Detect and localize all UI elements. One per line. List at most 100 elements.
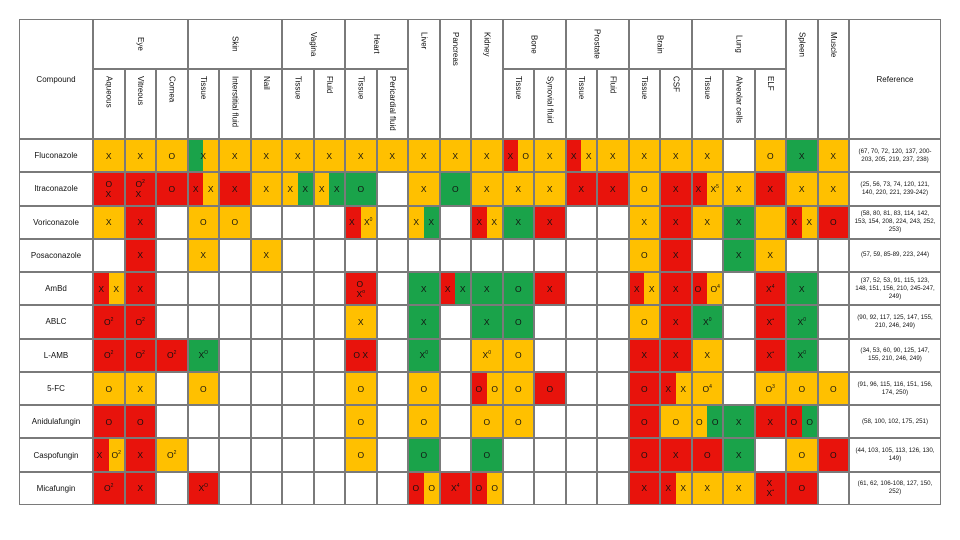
cell-split-fill [203, 140, 218, 172]
table-cell: X [534, 172, 566, 206]
compound-name-label: Fluconazole [34, 151, 78, 161]
table-cell: O [345, 371, 377, 406]
penetration-mark: O O [475, 383, 498, 394]
penetration-mark: O Xo [356, 278, 365, 299]
penetration-mark: X [704, 217, 711, 228]
table-cell: X [408, 139, 440, 173]
penetration-mark: X0 [482, 350, 491, 361]
table-cell: X0 [408, 338, 440, 372]
table-cell: X [439, 139, 471, 173]
penetration-mark: X [704, 350, 711, 361]
reference-cell: (25, 56, 73, 74, 120, 121, 140, 220, 221… [849, 172, 941, 206]
table-cell [156, 471, 188, 505]
table-cell: X [660, 305, 692, 339]
penetration-mark: X [263, 150, 270, 161]
reference-text: (61, 62, 106-108, 127, 150, 252) [857, 480, 933, 496]
table-cell [250, 272, 282, 306]
penetration-mark: X [515, 217, 522, 228]
cell-split-fill [644, 273, 659, 305]
penetration-mark: X [546, 183, 553, 194]
sub-header-label: Tissue [198, 76, 208, 100]
compound-name: Posaconazole [19, 238, 93, 273]
penetration-mark: X [641, 350, 648, 361]
organ-header: Bone [502, 19, 566, 69]
table-cell [156, 305, 188, 339]
penetration-mark: X [137, 217, 144, 228]
table-cell [817, 238, 849, 273]
table-cell: X [691, 471, 723, 505]
penetration-mark: O2 [135, 350, 145, 361]
table-cell [250, 205, 282, 239]
table-cell: X X [471, 205, 503, 239]
table-cell [439, 371, 471, 406]
reference-text: (37, 52, 53, 91, 115, 123, 148, 151, 156… [855, 276, 935, 300]
table-cell [282, 238, 314, 273]
penetration-mark: O [829, 217, 837, 228]
penetration-mark: X [483, 150, 490, 161]
table-cell: X [754, 172, 786, 206]
table-cell: O [817, 438, 849, 472]
penetration-mark: O [546, 383, 554, 394]
penetration-mark: X X [318, 183, 340, 194]
sub-header: Tissue [628, 69, 660, 139]
organ-header-label: Heart [372, 34, 381, 54]
table-cell [597, 338, 629, 372]
penetration-mark: X [767, 416, 774, 427]
table-cell: O [345, 172, 377, 206]
sub-header: Tissue [502, 69, 534, 139]
table-cell: O2 [93, 471, 125, 505]
table-cell: X [124, 438, 156, 472]
table-cell: X• [754, 338, 786, 372]
table-cell [313, 272, 345, 306]
table-cell: O [471, 438, 503, 472]
table-cell [723, 305, 755, 339]
sub-header: Tissue [565, 69, 597, 139]
table-cell [691, 238, 723, 273]
penetration-mark: X4 [451, 483, 460, 494]
table-cell: O [345, 438, 377, 472]
penetration-mark: X [420, 283, 427, 294]
table-cell: X [345, 139, 377, 173]
table-cell [439, 405, 471, 439]
reference-text: (44, 103, 105, 113, 126, 130, 149) [855, 447, 935, 463]
table-cell [723, 338, 755, 372]
penetration-mark: O [357, 183, 365, 194]
table-cell [313, 405, 345, 439]
table-cell: X [124, 205, 156, 239]
compound-name-label: Anidulafungin [31, 417, 81, 427]
table-cell [597, 205, 629, 239]
table-cell [313, 438, 345, 472]
table-cell [502, 438, 534, 472]
table-cell: O [502, 338, 534, 372]
sub-header-label: Fluid [608, 76, 618, 94]
reference-text: (58, 100, 102, 175, 251) [861, 417, 929, 425]
sub-header-label: Tissue [356, 76, 366, 100]
table-cell [250, 305, 282, 339]
table-cell: O [93, 405, 125, 439]
compound-header: Compound [19, 19, 93, 139]
penetration-mark: O [136, 416, 144, 427]
table-cell: O [408, 405, 440, 439]
penetration-mark: X [767, 250, 774, 261]
table-cell: X• [754, 305, 786, 339]
penetration-mark: X [105, 150, 112, 161]
table-cell: X0 [691, 305, 723, 339]
reference-cell: (61, 62, 106-108, 127, 150, 252) [849, 471, 941, 505]
table-cell [219, 238, 251, 273]
table-cell: X [660, 438, 692, 472]
penetration-mark: O [199, 383, 207, 394]
penetration-mark: O [798, 483, 806, 494]
penetration-mark: O2 X [135, 178, 145, 199]
penetration-mark: X O [507, 150, 530, 161]
table-cell: O [786, 471, 818, 505]
table-cell: X [723, 205, 755, 239]
table-cell: X [691, 139, 723, 173]
compound-name: Fluconazole [19, 139, 93, 173]
penetration-mark: X [452, 150, 459, 161]
compound-name-label: Posaconazole [30, 250, 82, 260]
table-cell [471, 238, 503, 273]
penetration-mark: X [609, 183, 616, 194]
sub-header: Cornea [156, 69, 188, 139]
organ-header-label: Spleen [797, 32, 807, 57]
penetration-mark: XO [198, 350, 209, 361]
